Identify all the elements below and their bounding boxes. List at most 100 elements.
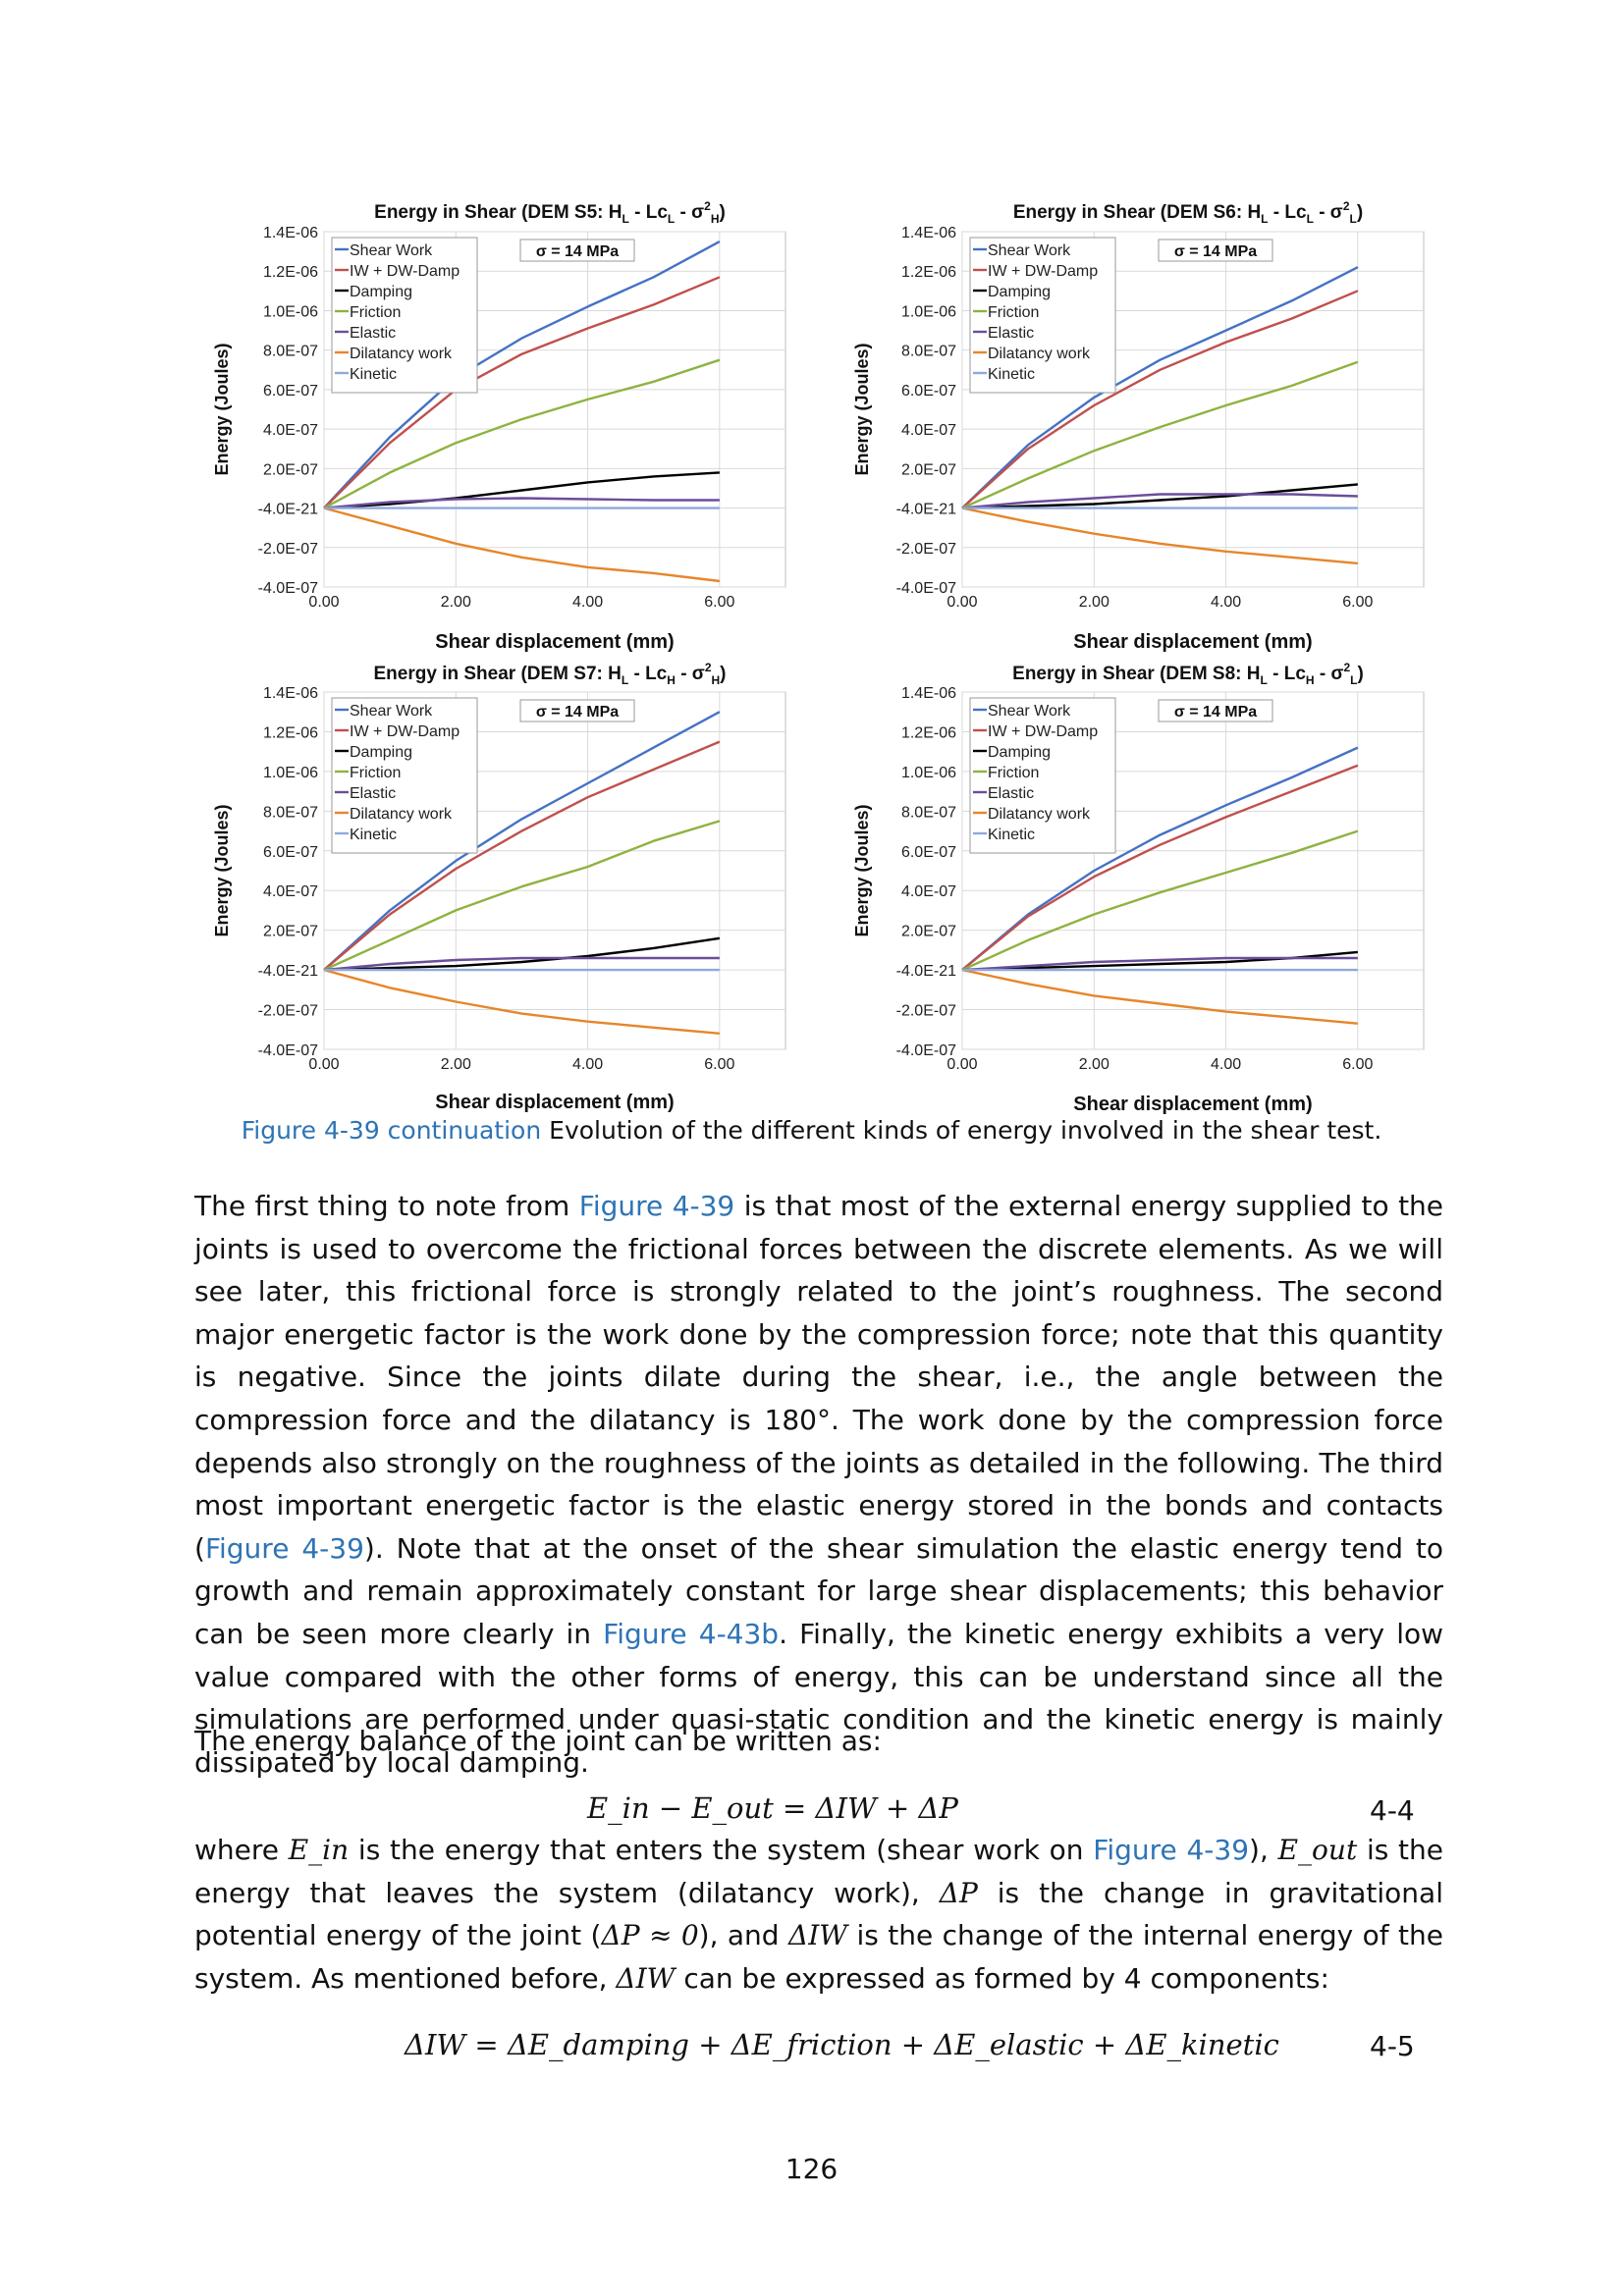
series-line-friction [961,360,1359,509]
legend-label: Dilatancy work [350,806,453,823]
x-tick-label: 2.00 [1079,594,1109,611]
legend-label: IW + DW-Damp [350,723,460,740]
chart-title: Energy in Shear (DEM S6: HL - LcL - σ2L) [1013,199,1363,226]
y-tick-label: 1.2E-06 [263,724,318,741]
legend-label: Friction [350,765,401,781]
y-tick-label: 4.0E-07 [263,883,318,900]
y-tick-label: 4.0E-07 [263,422,318,439]
y-tick-label: -2.0E-07 [258,1003,318,1020]
series-line-dilatancy-work [323,507,721,583]
figure-caption-link[interactable]: Figure 4-39 continuation [241,1116,542,1145]
paragraph-text: is the energy that enters the system (sh… [349,1834,1094,1866]
paragraph-text: The first thing to note from [194,1190,579,1222]
y-tick-label: 2.0E-07 [901,924,956,940]
figure-caption: Figure 4-39 continuation Evolution of th… [0,1115,1623,1147]
legend-box [331,237,478,394]
y-tick-label: 4.0E-07 [901,883,956,900]
legend-label: Kinetic [350,366,397,383]
series-line-iw-dw-damp [323,740,721,972]
legend-label: Friction [988,304,1039,321]
paragraph-text: ), [1249,1834,1278,1866]
x-tick-label: 6.00 [704,594,734,611]
series-line-elastic [323,497,720,509]
figure-link[interactable]: Figure 4-39 [204,1531,364,1565]
equation-number: 4-5 [1370,2030,1415,2062]
sigma-label: σ = 14 MPa [536,704,619,721]
paragraph-energy-analysis: The first thing to note from Figure 4-39… [194,1185,1443,1784]
x-tick-label: 6.00 [1342,1056,1373,1073]
y-tick-label: -4.0E-07 [258,580,318,597]
sigma-box [1158,699,1273,722]
x-tick-label: 0.00 [308,594,339,611]
math-inline: ΔIW [787,1919,848,1952]
y-tick-label: 2.0E-07 [263,461,318,478]
y-tick-label: -4.0E-21 [258,963,318,980]
y-tick-label: 1.2E-06 [263,264,318,281]
legend-label: Damping [988,744,1051,761]
y-tick-label: -4.0E-21 [896,963,956,980]
sigma-box [1158,239,1273,262]
y-tick-label: 1.2E-06 [901,264,956,281]
y-tick-label: 1.4E-06 [263,685,318,702]
paragraph-text: is that most of the external energy supp… [194,1190,1444,1565]
legend-box [969,697,1116,854]
legend-label: Shear Work [988,242,1071,259]
y-tick-label: 4.0E-07 [901,422,956,439]
y-axis-label: Energy (Joules) [852,343,872,475]
series-line-iw-dw-damp [961,764,1359,972]
math-inline: E_in [288,1834,350,1866]
series-line-shear-work [961,266,1359,509]
legend-label: Elastic [988,325,1034,342]
series-line-iw-dw-damp [961,290,1359,509]
x-axis-label: Shear displacement (mm) [435,631,674,653]
paragraph-text: is the change of the internal energy of … [194,1919,1444,1995]
x-tick-label: 0.00 [947,594,977,611]
paragraph-text: can be expressed as formed by 4 componen… [675,1961,1329,1995]
series-line-shear-work [961,746,1359,972]
x-tick-label: 2.00 [1079,1056,1109,1073]
sigma-label: σ = 14 MPa [1174,704,1257,721]
plot-area [961,231,1425,588]
y-tick-label: 8.0E-07 [901,804,956,821]
series-line-friction [961,829,1359,972]
legend-label: Elastic [350,785,396,802]
series-line-dilatancy-work [961,968,1359,1025]
series-line-shear-work [323,711,721,971]
paragraph-text: where [194,1834,289,1866]
y-tick-label: 6.0E-07 [263,383,318,400]
y-tick-label: 1.4E-06 [901,225,956,241]
paragraph-text: ), and [698,1919,788,1952]
legend-label: Dilatancy work [988,346,1091,362]
y-tick-label: -4.0E-21 [896,502,956,518]
x-tick-label: 2.00 [441,594,471,611]
series-line-friction [323,358,721,509]
legend-label: Dilatancy work [350,346,453,362]
y-tick-label: 6.0E-07 [901,383,956,400]
y-tick-label: 1.0E-06 [263,303,318,320]
y-tick-label: 8.0E-07 [263,804,318,821]
equation-number: 4-4 [1370,1794,1415,1827]
legend-label: Shear Work [350,242,433,259]
legend-label: Elastic [350,325,396,342]
legend-label: IW + DW-Damp [350,263,460,280]
y-tick-label: 1.0E-06 [901,303,956,320]
y-tick-label: -4.0E-07 [258,1042,318,1059]
series-line-damping [323,471,720,509]
y-tick-label: -2.0E-07 [258,541,318,558]
figure-link[interactable]: Figure 4-43b [603,1617,780,1650]
legend-label: IW + DW-Damp [988,723,1098,740]
legend-label: Damping [350,744,412,761]
figure-caption-text: Evolution of the different kinds of ener… [541,1116,1382,1145]
equation-4-4: E_in − E_out = ΔIW + ΔP [587,1791,958,1825]
figure-link[interactable]: Figure 4-39 [578,1190,735,1222]
series-line-elastic [323,956,720,972]
figure-link[interactable]: Figure 4-39 [1093,1834,1250,1866]
y-tick-label: -4.0E-07 [896,1042,956,1059]
math-inline: E_out [1277,1834,1358,1866]
y-tick-label: -2.0E-07 [896,541,956,558]
legend-label: Kinetic [350,827,397,843]
x-tick-label: 0.00 [308,1056,339,1073]
page-number: 126 [784,2153,839,2185]
x-tick-label: 2.00 [441,1056,471,1073]
series-line-dilatancy-work [323,968,721,1035]
